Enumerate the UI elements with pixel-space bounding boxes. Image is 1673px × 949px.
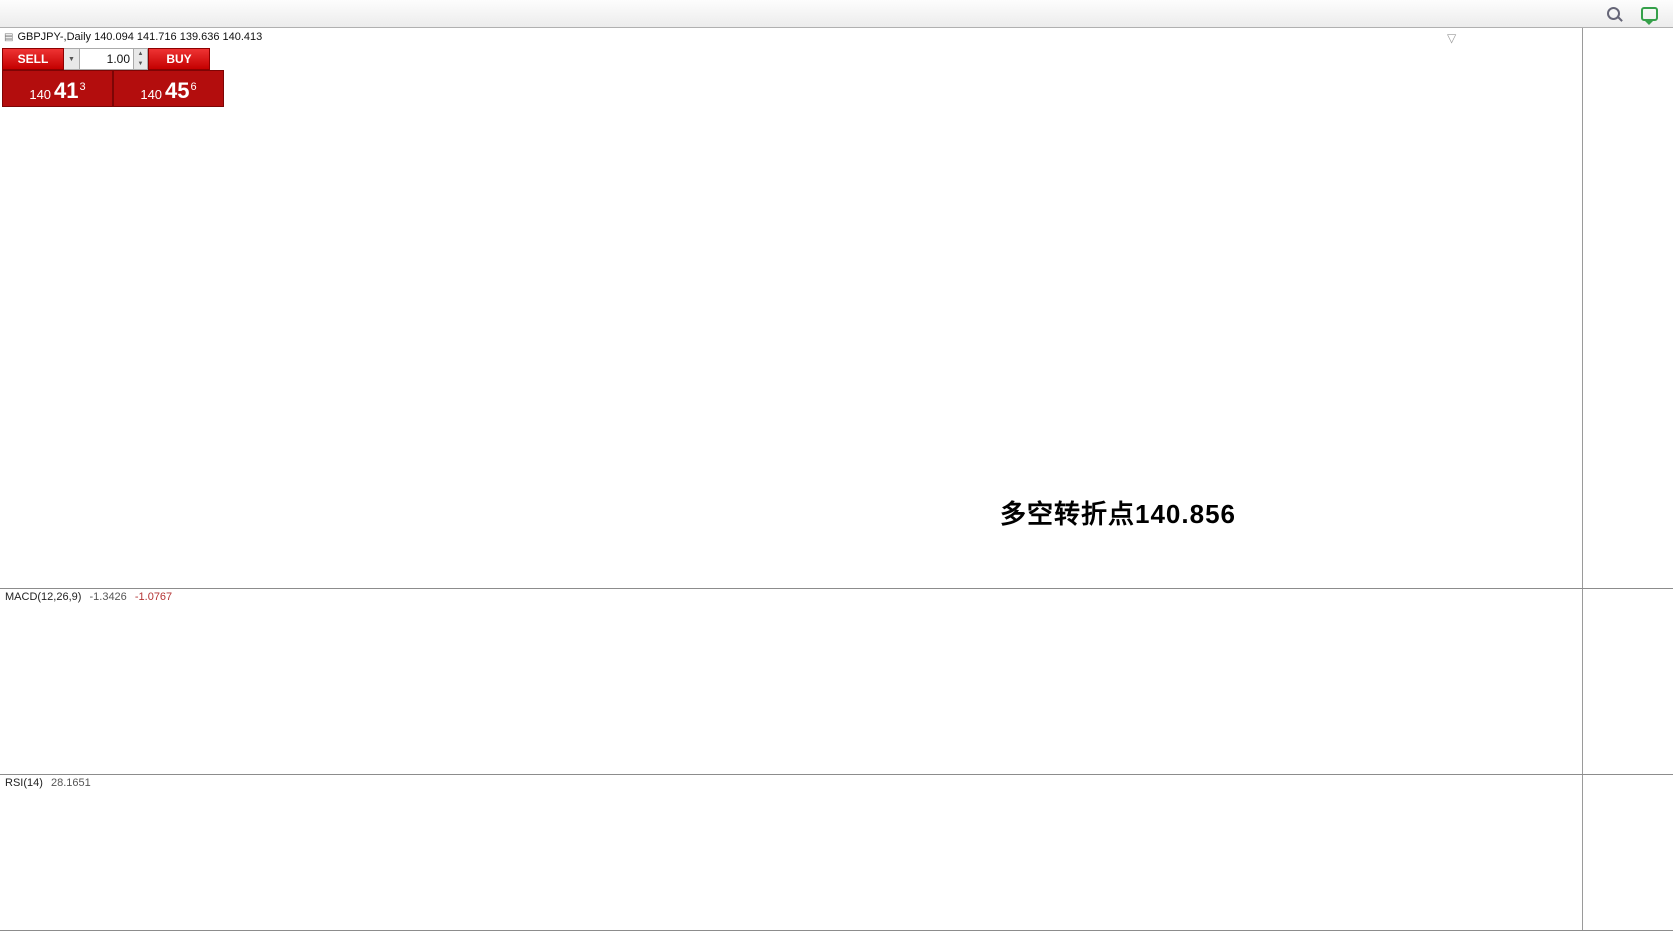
sell-button[interactable]: SELL <box>2 48 64 70</box>
bid-price-point: 3 <box>79 81 86 93</box>
bid-price-pips: 41 <box>54 78 79 103</box>
main-toolbar <box>0 0 1673 28</box>
search-icon <box>1606 7 1620 20</box>
panel-separator[interactable] <box>0 774 1673 775</box>
volume-input[interactable]: 1.00 <box>80 48 134 70</box>
rsi-indicator-name: RSI(14) <box>5 777 43 789</box>
volume-stepper[interactable]: ▲ ▼ <box>134 48 148 70</box>
one-click-trading-panel: SELL ▼ 1.00 ▲ ▼ BUY 140 41 3 140 45 6 <box>2 48 224 107</box>
chevron-down-icon: ▼ <box>68 55 75 63</box>
toolbar-right <box>1599 3 1669 25</box>
price-scale[interactable] <box>1582 28 1673 588</box>
symbol-title: GBPJPY-,Daily 140.094 141.716 139.636 14… <box>17 31 263 43</box>
chevron-up-icon: ▲ <box>137 51 144 57</box>
order-type-dropdown[interactable]: ▼ <box>64 48 80 70</box>
rsi-panel: RSI(14) 28.1651 <box>0 775 1673 930</box>
ask-price-integer: 140 <box>140 86 163 102</box>
panel-separator[interactable] <box>0 930 1673 931</box>
ask-price-point: 6 <box>190 81 197 93</box>
search-button[interactable] <box>1599 3 1627 25</box>
main-chart-panel: ▤ GBPJPY-,Daily 140.094 141.716 139.636 … <box>0 28 1673 588</box>
rsi-title: RSI(14) 28.1651 <box>5 777 91 789</box>
bid-price-button[interactable]: 140 41 3 <box>2 70 113 107</box>
bid-price-integer: 140 <box>29 86 52 102</box>
rsi-canvas[interactable] <box>0 775 1583 930</box>
ask-price-button[interactable]: 140 45 6 <box>113 70 224 107</box>
ask-price-pips: 45 <box>165 78 190 103</box>
buy-button[interactable]: BUY <box>148 48 210 70</box>
trade-controls-row: SELL ▼ 1.00 ▲ ▼ BUY <box>2 48 224 70</box>
panel-separator[interactable] <box>0 588 1673 589</box>
rsi-scale[interactable] <box>1582 775 1673 930</box>
chart-shift-marker[interactable]: ▽ <box>1447 31 1457 45</box>
macd-scale[interactable] <box>1582 589 1673 774</box>
chart-icon: ▤ <box>4 31 14 43</box>
macd-panel: MACD(12,26,9) -1.3426 -1.0767 <box>0 589 1673 774</box>
macd-signal-value: -1.0767 <box>134 591 173 603</box>
annotation-text: 多空转折点140.856 <box>1000 499 1236 529</box>
macd-canvas[interactable] <box>0 589 1583 774</box>
date-axis[interactable] <box>0 931 1673 949</box>
chat-icon <box>1640 6 1658 25</box>
macd-title: MACD(12,26,9) -1.3426 -1.0767 <box>5 591 172 603</box>
chat-button[interactable] <box>1635 3 1663 25</box>
chevron-down-icon: ▼ <box>137 61 144 67</box>
macd-main-value: -1.3426 <box>89 591 127 603</box>
main-chart-canvas[interactable] <box>0 28 1583 588</box>
symbol-header: ▤ GBPJPY-,Daily 140.094 141.716 139.636 … <box>4 31 262 43</box>
macd-indicator-name: MACD(12,26,9) <box>5 591 82 603</box>
trade-price-row: 140 41 3 140 45 6 <box>2 70 224 107</box>
rsi-value: 28.1651 <box>50 777 91 789</box>
